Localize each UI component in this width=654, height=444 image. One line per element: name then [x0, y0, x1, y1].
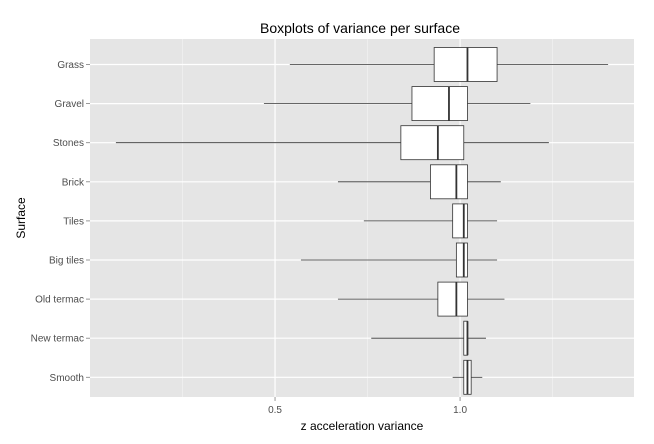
iqr-box [433, 47, 498, 82]
y-tick-label: Big tiles [49, 256, 84, 267]
panel-background [90, 39, 634, 397]
boxplot-stones [115, 125, 549, 161]
y-tick-label: Old termac [35, 295, 84, 306]
y-axis-title: Surface [14, 197, 28, 239]
boxplot-tiles [363, 203, 498, 239]
boxplot-old-termac [337, 281, 505, 317]
boxplot-gravel [263, 86, 531, 121]
iqr-box [430, 164, 468, 200]
boxplot-new-termac [371, 320, 486, 356]
iqr-box [452, 203, 468, 239]
iqr-box [455, 242, 468, 278]
y-tick-label: Tiles [63, 216, 84, 227]
boxplot-big-tiles [300, 242, 498, 278]
y-tick-labels: Grass Gravel Stones Brick Tiles Big tiles Old … [31, 60, 90, 384]
iqr-box [411, 86, 468, 121]
y-tick-label: Stones [53, 138, 84, 149]
x-axis-title: z acceleration variance [301, 419, 424, 433]
boxplot-brick [337, 164, 501, 200]
boxes [115, 47, 609, 395]
iqr-box [400, 125, 465, 161]
y-tick-label: Gravel [55, 99, 84, 110]
y-tick-label: Brick [62, 177, 85, 188]
x-tick-labels: 0.5 1.0 [268, 397, 467, 416]
x-tick-label: 0.5 [268, 405, 282, 416]
chart-title: Boxplots of variance per surface [260, 20, 460, 36]
y-tick-label: Smooth [50, 373, 84, 384]
y-tick-label: New termac [31, 334, 84, 345]
iqr-box [437, 281, 468, 317]
y-tick-label: Grass [57, 60, 84, 71]
boxplot-smooth [452, 359, 483, 395]
x-tick-label: 1.0 [453, 405, 467, 416]
boxplot-grass [289, 47, 609, 82]
